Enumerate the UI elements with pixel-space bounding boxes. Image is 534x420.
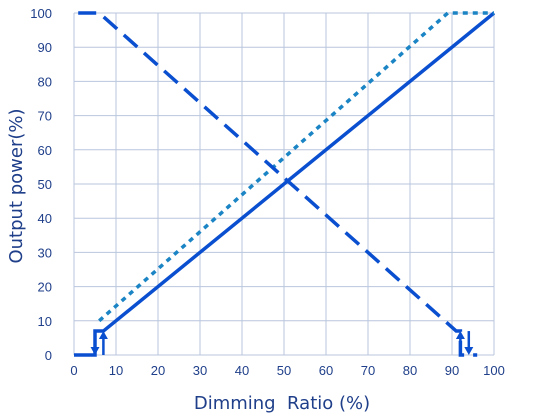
grid xyxy=(73,12,495,356)
y-tick-label: 80 xyxy=(38,74,52,89)
y-axis-label: Output power(%) xyxy=(6,108,27,263)
x-tick-label: 30 xyxy=(193,363,207,378)
x-tick-label: 50 xyxy=(277,363,291,378)
arrow-head xyxy=(90,347,100,355)
x-tick-label: 60 xyxy=(319,363,333,378)
x-tick-label: 20 xyxy=(151,363,165,378)
x-tick-label: 80 xyxy=(403,363,417,378)
x-tick-label: 100 xyxy=(483,363,505,378)
y-tick-label: 100 xyxy=(30,6,52,21)
arrow-head xyxy=(464,347,474,355)
hysteresis-arrows xyxy=(90,331,474,355)
x-tick-label: 90 xyxy=(445,363,459,378)
y-tick-label: 50 xyxy=(38,177,52,192)
x-tick-label: 10 xyxy=(109,363,123,378)
x-tick-label: 70 xyxy=(361,363,375,378)
y-tick-label: 10 xyxy=(38,314,52,329)
y-tick-label: 90 xyxy=(38,40,52,55)
y-tick-label: 20 xyxy=(38,280,52,295)
y-tick-label: 60 xyxy=(38,143,52,158)
x-tick-labels: 0 10 20 30 40 50 60 70 80 90 100 xyxy=(70,363,504,378)
x-tick-label: 0 xyxy=(70,363,77,378)
arrow-head xyxy=(455,331,465,340)
x-tick-label: 40 xyxy=(235,363,249,378)
y-tick-label: 70 xyxy=(38,109,52,124)
x-axis-label: Dimming Ratio (%) xyxy=(194,393,370,414)
series-line-dashed xyxy=(78,11,478,357)
y-tick-label: 40 xyxy=(38,211,52,226)
y-tick-labels: 0 10 20 30 40 50 60 70 80 90 100 xyxy=(30,6,52,363)
y-tick-label: 30 xyxy=(38,245,52,260)
y-tick-label: 0 xyxy=(45,348,52,363)
arrow-head xyxy=(98,331,108,340)
